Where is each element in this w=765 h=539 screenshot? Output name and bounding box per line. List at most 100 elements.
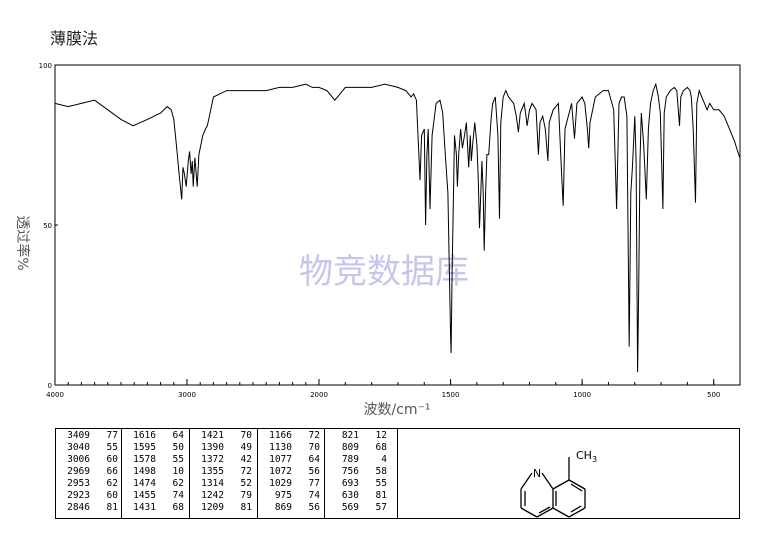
x-tick-label: 500 (707, 391, 720, 399)
peak-transmittance: 79 (240, 490, 252, 501)
x-axis-ticks: 4000 3000 2000 1500 1000 500 (46, 379, 720, 399)
peak-transmittance: 55 (106, 442, 118, 453)
peak-row: 1595 50 (122, 442, 189, 454)
peak-wavenumber: 1029 (269, 478, 292, 489)
peak-row: 630 81 (325, 490, 397, 502)
peak-wavenumber: 2923 (67, 490, 90, 501)
peak-wavenumber: 1314 (201, 478, 224, 489)
peak-row: 2923 60 (56, 490, 121, 502)
x-tick-label: 1500 (442, 391, 460, 399)
peak-row: 1130 70 (258, 442, 324, 454)
peak-transmittance: 74 (172, 490, 184, 501)
peak-row: 2953 62 (56, 478, 121, 490)
peak-wavenumber: 1209 (201, 502, 224, 513)
peak-transmittance: 72 (308, 430, 320, 441)
peak-transmittance: 4 (381, 454, 387, 465)
peak-wavenumber: 2969 (67, 466, 90, 477)
peak-column: 1616 64 1595 50 1578 55 1498 10 1474 62 1455 74 1431… (122, 429, 190, 518)
watermark-text: 物竞数据库 (299, 252, 469, 292)
peak-row: 1616 64 (122, 430, 189, 442)
peak-wavenumber: 693 (341, 478, 359, 489)
peak-transmittance: 49 (240, 442, 252, 453)
peak-row: 3006 60 (56, 454, 121, 466)
peak-wavenumber: 821 (341, 430, 359, 441)
peak-transmittance: 74 (308, 490, 320, 501)
peak-transmittance: 68 (375, 442, 387, 453)
peak-row: 1209 81 (190, 502, 257, 514)
peak-transmittance: 10 (172, 466, 184, 477)
peak-transmittance: 56 (308, 502, 320, 513)
peak-wavenumber: 1474 (133, 478, 156, 489)
peak-row: 2969 66 (56, 466, 121, 478)
peak-row: 1166 72 (258, 430, 324, 442)
peak-row: 756 58 (325, 466, 397, 478)
peak-wavenumber: 1498 (133, 466, 156, 477)
peak-row: 1431 68 (122, 502, 189, 514)
peak-wavenumber: 1578 (133, 454, 156, 465)
x-tick-label: 4000 (46, 391, 64, 399)
peak-transmittance: 55 (172, 454, 184, 465)
peak-row: 1474 62 (122, 478, 189, 490)
peak-row: 3409 77 (56, 430, 121, 442)
x-tick-label: 2000 (310, 391, 328, 399)
y-tick-label: 100 (39, 62, 52, 70)
peak-wavenumber: 2953 (67, 478, 90, 489)
y-axis-label: 透过率% (14, 215, 31, 270)
peak-transmittance: 70 (240, 430, 252, 441)
peak-transmittance: 56 (308, 466, 320, 477)
peak-wavenumber: 1077 (269, 454, 292, 465)
peak-row: 821 12 (325, 430, 397, 442)
spectrum-line (54, 82, 741, 373)
peak-row: 1314 52 (190, 478, 257, 490)
peak-wavenumber: 1355 (201, 466, 224, 477)
peak-row: 869 56 (258, 502, 324, 514)
peak-transmittance: 64 (308, 454, 320, 465)
ir-spectrum-chart: 4000 3000 2000 1500 1000 500 0 50 100 物竞数据库 波数/… (14, 62, 741, 418)
x-axis-label: 波数/cm⁻¹ (363, 402, 430, 418)
peak-transmittance: 58 (375, 466, 387, 477)
peak-transmittance: 64 (172, 430, 184, 441)
peak-transmittance: 62 (172, 478, 184, 489)
peak-wavenumber: 1390 (201, 442, 224, 453)
peak-wavenumber: 1455 (133, 490, 156, 501)
peak-row: 1029 77 (258, 478, 324, 490)
method-title: 薄膜法 (50, 29, 99, 48)
svg-text:CH3: CH3 (576, 449, 597, 464)
peak-transmittance: 55 (375, 478, 387, 489)
peak-wavenumber: 756 (341, 466, 359, 477)
peak-transmittance: 12 (375, 430, 387, 441)
x-tick-label: 1000 (573, 391, 591, 399)
peak-wavenumber: 630 (341, 490, 359, 501)
nitrogen-atom-label: N (533, 467, 541, 480)
peak-row: 3040 55 (56, 442, 121, 454)
peak-transmittance: 66 (106, 466, 118, 477)
8-methylquinoline-structure: N CH3 (520, 449, 597, 518)
methyl-subscript: 3 (592, 455, 597, 464)
peak-transmittance: 62 (106, 478, 118, 489)
peak-transmittance: 60 (106, 490, 118, 501)
peak-transmittance: 42 (240, 454, 252, 465)
peak-transmittance: 52 (240, 478, 252, 489)
peak-wavenumber: 2846 (67, 502, 90, 513)
methyl-label: CH (576, 449, 592, 462)
peak-wavenumber: 3040 (67, 442, 90, 453)
structure-bonds (520, 457, 586, 518)
peak-row: 1077 64 (258, 454, 324, 466)
peak-transmittance: 81 (106, 502, 118, 513)
peak-wavenumber: 1595 (133, 442, 156, 453)
peak-wavenumber: 1242 (201, 490, 224, 501)
peak-table: 3409 77 3040 55 3006 60 2969 66 2953 62 2923 60 2846… (55, 428, 740, 519)
y-axis-ticks: 0 50 100 (39, 62, 58, 390)
peak-column: 821 12 809 68 789 4 756 58 693 55 630 81 569 57 (325, 429, 398, 518)
peak-transmittance: 70 (308, 442, 320, 453)
peak-row: 1372 42 (190, 454, 257, 466)
peak-column: 1421 70 1390 49 1372 42 1355 72 1314 52 1242 79 1209… (190, 429, 258, 518)
peak-row: 789 4 (325, 454, 397, 466)
peak-wavenumber: 809 (341, 442, 359, 453)
peak-wavenumber: 869 (274, 502, 292, 513)
peak-wavenumber: 1616 (133, 430, 156, 441)
peak-wavenumber: 1130 (269, 442, 292, 453)
peak-row: 2846 81 (56, 502, 121, 514)
peak-transmittance: 50 (172, 442, 184, 453)
peak-transmittance: 68 (172, 502, 184, 513)
